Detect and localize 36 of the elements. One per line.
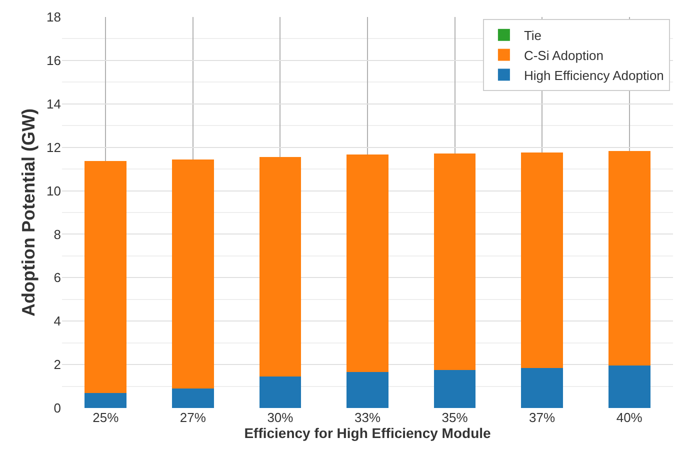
y-tick-label: 10 [46, 183, 61, 198]
y-axis-title: Adoption Potential (GW) [18, 108, 39, 316]
bar [84, 161, 127, 394]
x-tick-label: 40% [616, 410, 643, 425]
x-tick-label: 37% [529, 410, 556, 425]
y-tick-label: 12 [46, 140, 61, 155]
y-tick-label: 4 [54, 314, 61, 329]
y-tick-label: 2 [54, 357, 61, 372]
x-tick-label: 33% [354, 410, 381, 425]
y-tick-label: 0 [54, 400, 61, 416]
x-axis-title: Efficiency for High Efficiency Module [244, 425, 492, 441]
x-tick-label: 27% [180, 410, 206, 425]
x-tick-label: 30% [267, 410, 294, 425]
y-tick-label: 8 [54, 226, 61, 242]
bar [608, 151, 650, 366]
bar [259, 376, 302, 408]
x-tick-label: 35% [442, 410, 468, 425]
bar [259, 157, 302, 376]
bar [521, 368, 564, 408]
bar [346, 154, 388, 372]
y-tick-label: 14 [46, 96, 61, 112]
legend-label: C-Si Adoption [524, 48, 604, 63]
bar [521, 152, 564, 368]
bar [434, 370, 476, 408]
legend-label: High Efficiency Adoption [524, 68, 664, 83]
y-tick-label: 18 [46, 10, 61, 25]
bar [84, 393, 127, 408]
bar [172, 159, 214, 388]
bar [608, 366, 650, 408]
y-tick-label: 16 [46, 52, 61, 68]
bar [434, 153, 476, 370]
x-tick-label: 25% [92, 410, 120, 425]
y-tick-label: 6 [54, 270, 61, 286]
bar [346, 372, 388, 408]
bar [172, 388, 214, 408]
legend-label: Tie [524, 28, 542, 43]
